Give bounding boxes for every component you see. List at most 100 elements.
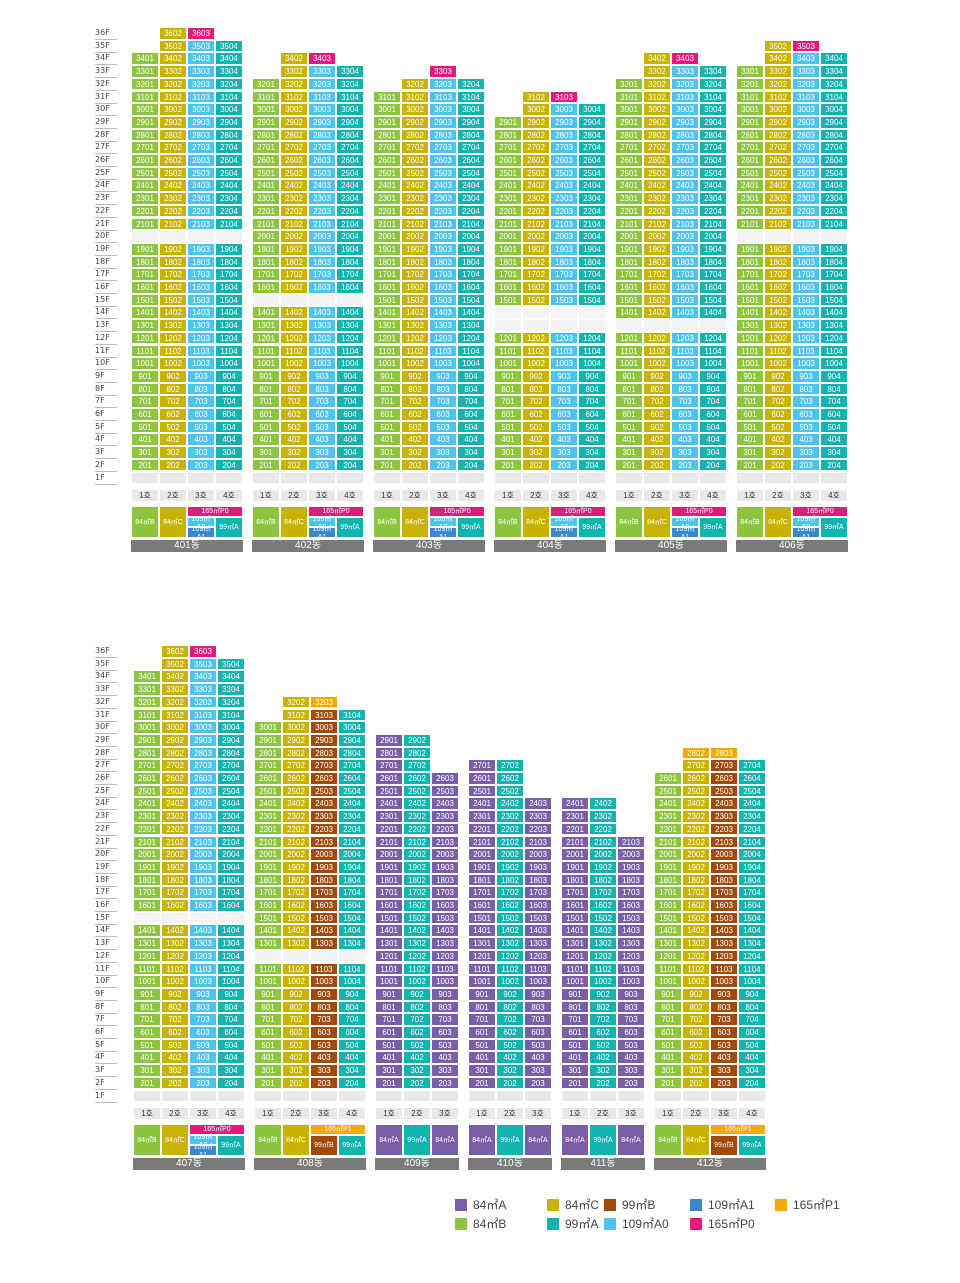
unit-cell: 3004 — [217, 721, 245, 734]
unit-cell: 2904 — [217, 733, 245, 747]
unit-cell: 2702 — [496, 759, 524, 772]
unit-cell: 2001 — [373, 230, 401, 243]
unit-cell: 3302 — [764, 65, 792, 78]
unit-cell: 1204 — [215, 331, 243, 345]
unit-cell: 1001 — [468, 975, 496, 988]
unit-cell: 2802 — [282, 746, 310, 760]
floor-label: 29F — [95, 116, 117, 129]
unit-cell: 1203 — [710, 949, 738, 963]
unit-cell: 3003 — [189, 721, 217, 734]
unit-cell: 1702 — [401, 268, 429, 281]
unit-cell: 2502 — [280, 166, 308, 180]
floor-label: 23F — [95, 192, 117, 206]
unit-cell: 3503 — [189, 657, 217, 671]
unit-cell: 2503 — [187, 166, 215, 180]
unit-cell: 203 — [710, 1076, 738, 1090]
unit-cell: 1903 — [550, 242, 578, 256]
unit-cell: 2403 — [187, 179, 215, 193]
unit-cell: 2204 — [578, 204, 606, 218]
unit-cell: 1404 — [699, 306, 727, 320]
unit-cell: 602 — [161, 1026, 189, 1039]
floor-label: 26F — [95, 154, 117, 167]
unit-cell: 401 — [736, 433, 764, 447]
unit-cell: 402 — [496, 1051, 524, 1065]
unit-cell: 1202 — [643, 331, 671, 345]
unit-cell: 1901 — [375, 860, 403, 874]
unit-cell: 401 — [131, 433, 159, 447]
unit-cell: 1903 — [187, 242, 215, 256]
unit-header: 3호 — [550, 489, 578, 502]
unit-cell: 304 — [820, 446, 848, 459]
unit-cell: 3401 — [131, 52, 159, 66]
pilotis-cell — [254, 1089, 282, 1103]
legend-item: 84㎡C — [547, 1198, 599, 1212]
unit-cell: 3203 — [310, 695, 338, 709]
floor-label: 19F — [95, 243, 117, 256]
building-label: 407동 — [133, 1157, 245, 1170]
unit-cell: 3203 — [187, 77, 215, 91]
unit-cell: 503 — [431, 1038, 459, 1052]
legend-item: 99㎡A — [547, 1217, 598, 1231]
empty-floor — [736, 230, 764, 243]
unit-cell: 2903 — [187, 115, 215, 129]
empty-floor — [820, 230, 848, 243]
unit-cell: 1902 — [682, 860, 710, 874]
unit-cell: 2002 — [682, 848, 710, 861]
floor-label: 16F — [95, 281, 117, 294]
unit-cell: 2704 — [215, 141, 243, 154]
unit-cell: 1604 — [217, 899, 245, 912]
unit-cell: 2003 — [310, 848, 338, 861]
unit-cell: 2804 — [820, 128, 848, 142]
unit-cell: 1602 — [764, 281, 792, 294]
unit-cell: 502 — [496, 1038, 524, 1052]
unit-cell: 1202 — [522, 331, 550, 345]
unit-cell: 702 — [682, 1013, 710, 1026]
unit-cell: 3003 — [792, 103, 820, 116]
unit-cell: 2102 — [159, 217, 187, 231]
unit-type: 84㎡B — [654, 1123, 682, 1156]
unit-header: 2호 — [403, 1107, 431, 1120]
unit-cell: 302 — [282, 1064, 310, 1077]
unit-cell: 603 — [792, 408, 820, 421]
pilotis-cell — [159, 471, 187, 485]
unit-cell: 1003 — [187, 357, 215, 370]
unit-cell: 2602 — [161, 772, 189, 785]
unit-cell: 904 — [217, 987, 245, 1001]
unit-cell: 2602 — [401, 154, 429, 167]
unit-cell: 3004 — [699, 103, 727, 116]
unit-cell: 1201 — [373, 331, 401, 345]
unit-type: 99㎡B — [710, 1134, 738, 1156]
unit-cell: 1001 — [494, 357, 522, 370]
unit-cell: 1603 — [187, 281, 215, 294]
unit-cell: 1603 — [617, 899, 645, 912]
unit-cell: 2803 — [792, 128, 820, 142]
unit-cell: 2104 — [457, 217, 485, 231]
unit-cell: 2502 — [522, 166, 550, 180]
unit-header: 1호 — [133, 1107, 161, 1120]
pilotis-cell — [373, 471, 401, 485]
unit-header: 3호 — [187, 489, 215, 502]
unit-cell: 1901 — [654, 860, 682, 874]
unit-cell: 3101 — [133, 708, 161, 722]
unit-type: 84㎡A — [468, 1123, 496, 1156]
unit-cell: 201 — [615, 458, 643, 472]
unit-cell: 403 — [524, 1051, 552, 1065]
legend-item: 84㎡B — [455, 1217, 506, 1231]
unit-type: 109㎡A1 — [308, 526, 336, 541]
unit-cell: 1103 — [710, 962, 738, 976]
unit-cell: 2304 — [217, 810, 245, 823]
unit-cell: 3303 — [671, 65, 699, 78]
unit-cell: 2001 — [133, 848, 161, 861]
unit-cell: 3204 — [820, 77, 848, 91]
unit-cell: 2101 — [254, 835, 282, 849]
unit-cell: 802 — [280, 382, 308, 396]
unit-cell: 802 — [401, 382, 429, 396]
unit-cell: 1902 — [280, 242, 308, 256]
penthouse-type: 165㎡P0 — [429, 505, 485, 517]
empty-floor — [254, 949, 282, 963]
unit-cell: 2902 — [403, 733, 431, 747]
unit-cell: 1703 — [187, 268, 215, 281]
unit-cell: 1103 — [429, 344, 457, 358]
floor-label: 5F — [95, 421, 117, 434]
unit-cell: 2404 — [457, 179, 485, 193]
